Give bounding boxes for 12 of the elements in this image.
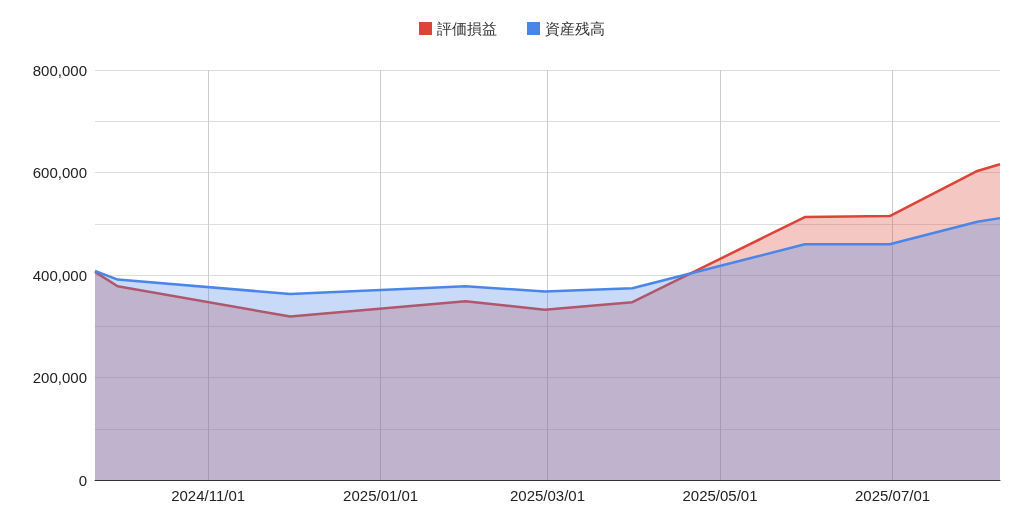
x-tick-label: 2025/07/01 <box>854 487 931 504</box>
x-tick-label: 2024/11/01 <box>171 487 246 504</box>
y-tick-label: 800,000 <box>32 61 87 79</box>
x-tick-label: 2025/05/01 <box>682 487 758 504</box>
x-tick-label: 2025/03/01 <box>509 487 586 504</box>
y-tick-label: 200,000 <box>32 369 87 386</box>
y-tick-label: 600,000 <box>32 164 87 181</box>
y-tick-label: 0 <box>78 471 87 489</box>
y-tick-label: 400,000 <box>32 266 87 284</box>
legend-label: 資産残高 <box>545 19 605 38</box>
x-tick-label: 2025/01/01 <box>343 487 419 504</box>
legend-label: 評価損益 <box>437 19 497 38</box>
